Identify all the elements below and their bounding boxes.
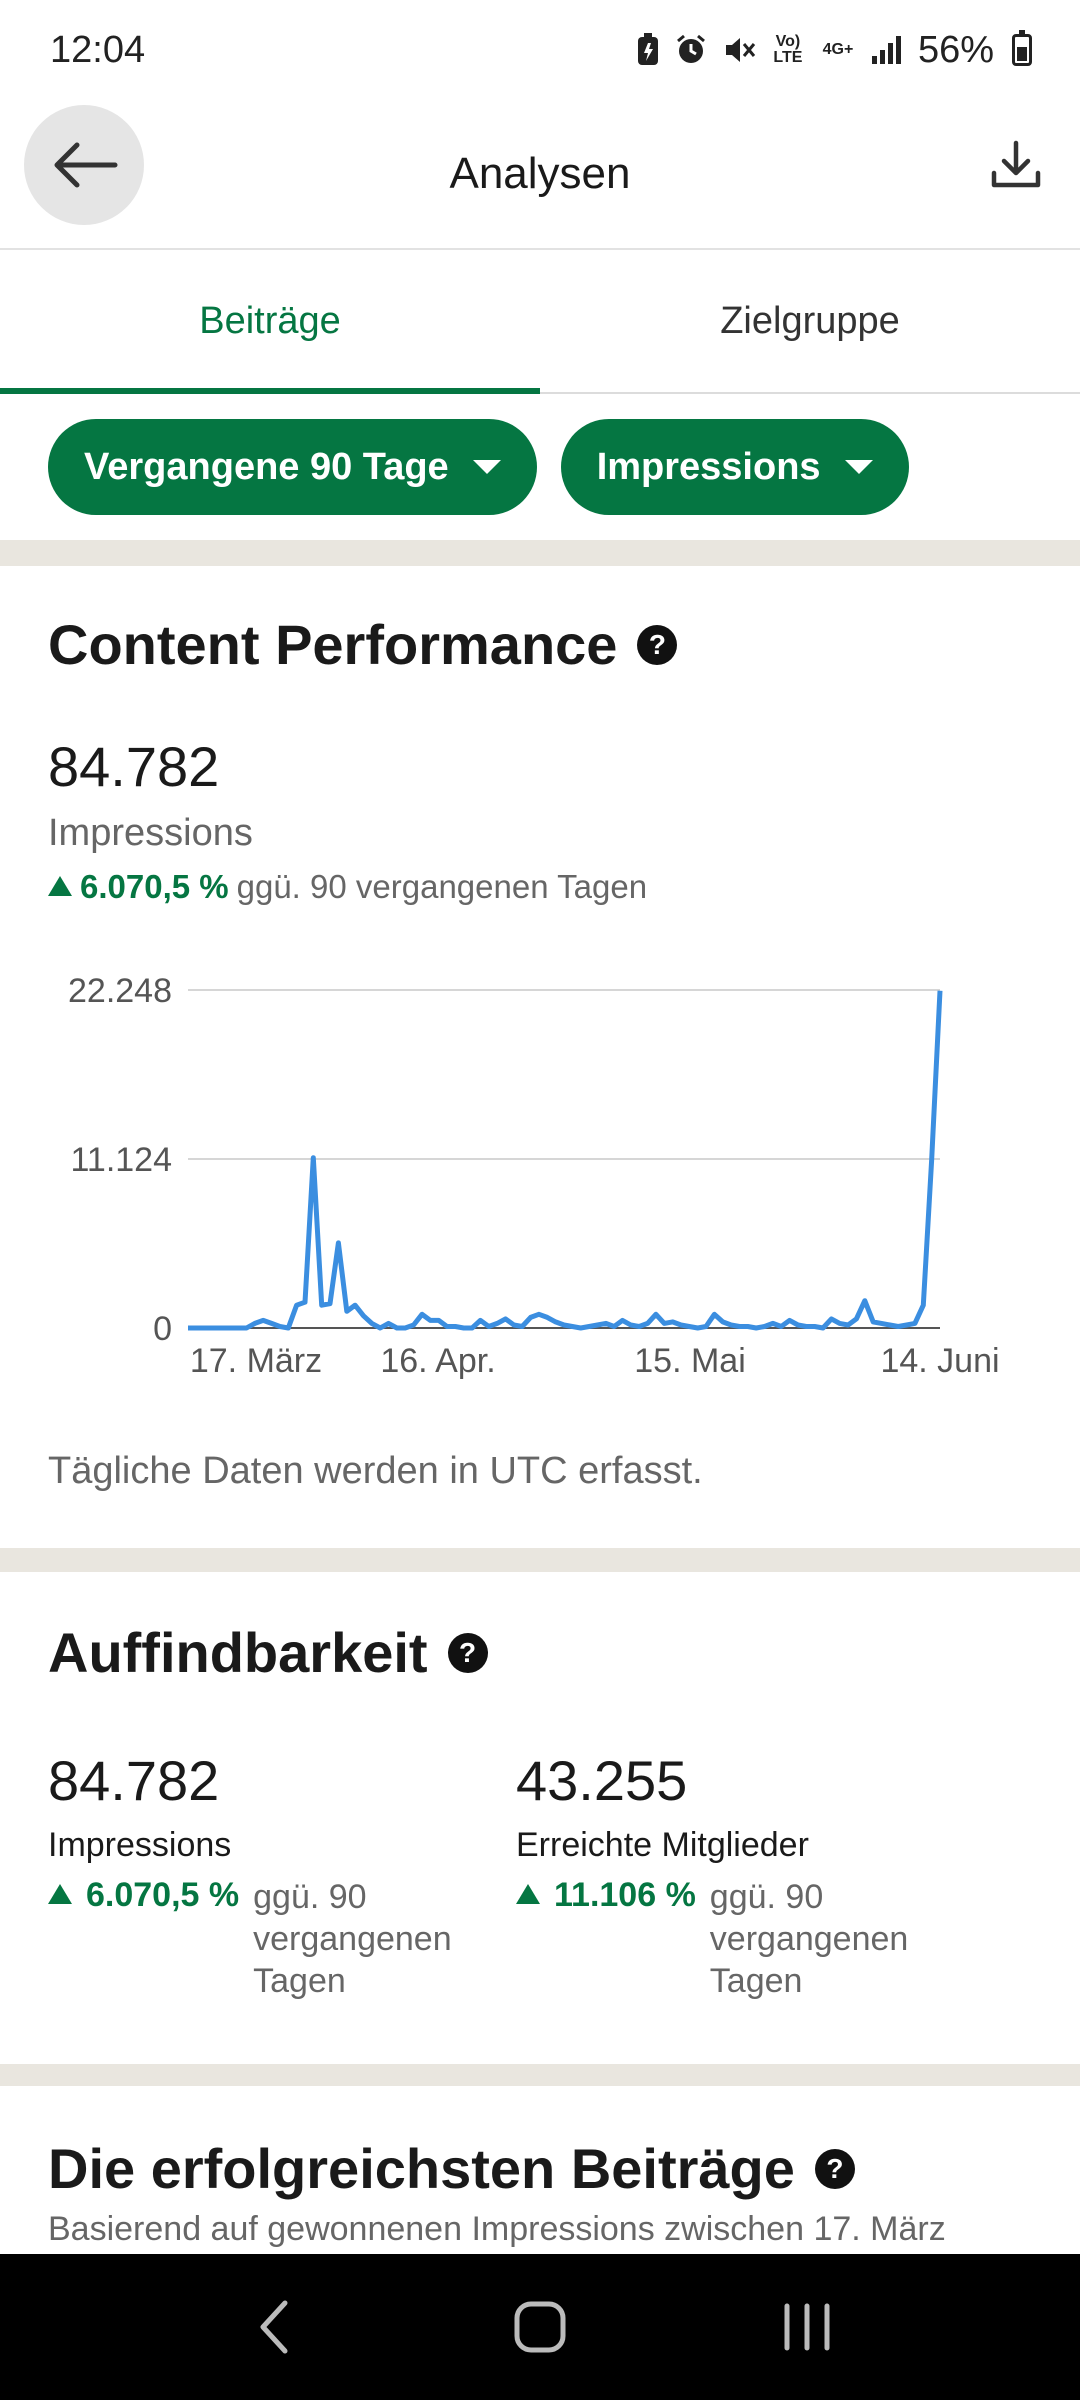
metric-filter-button[interactable]: Impressions: [560, 419, 909, 515]
trend-up-icon: [516, 1884, 540, 1904]
system-nav-bar: [0, 2254, 1080, 2400]
auffindbarkeit-heading: Auffindbarkeit: [48, 1621, 428, 1684]
discovery-impressions-change: 6.070,5 % ggü. 90 vergangenen Tagen: [48, 1876, 463, 2002]
tab-bar: Beiträge Zielgruppe: [0, 250, 1080, 394]
app-header: Analysen: [0, 100, 1080, 250]
members-reached-label: Erreichte Mitglieder: [516, 1826, 809, 1864]
download-button[interactable]: [986, 135, 1046, 195]
impressions-change: 6.070,5 % ggü. 90 vergangenen Tagen: [48, 868, 647, 906]
section-divider: [0, 540, 1080, 566]
caret-down-icon: [472, 460, 501, 474]
alarm-icon: [676, 34, 705, 63]
discovery-impressions-label: Impressions: [48, 1826, 232, 1864]
filter-bar: Vergangene 90 Tage Impressions: [0, 394, 1080, 540]
change-text: ggü. 90 vergangenen Tagen: [253, 1878, 452, 2000]
status-icons: Vo) LTE 4G+ 56%: [636, 29, 1032, 72]
change-percent: 6.070,5 %: [86, 1876, 240, 1914]
battery-percent: 56%: [917, 28, 994, 71]
recents-nav-icon: [784, 2303, 830, 2351]
members-reached-change: 11.106 % ggü. 90 vergangenen Tagen: [516, 1876, 920, 2002]
help-icon[interactable]: ?: [637, 624, 678, 665]
change-percent: 6.070,5 %: [80, 868, 229, 905]
help-icon[interactable]: ?: [447, 1632, 488, 1673]
help-icon[interactable]: ?: [814, 2148, 855, 2189]
arrow-left-icon: [54, 142, 118, 188]
download-icon: [991, 140, 1041, 188]
utc-note: Tägliche Daten werden in UTC erfasst.: [48, 1450, 703, 1492]
trend-up-icon: [48, 876, 72, 896]
back-nav-icon: [260, 2300, 288, 2354]
section-divider: [0, 2064, 1080, 2086]
metric-filter-label: Impressions: [596, 445, 821, 488]
4g-icon: 4G+: [822, 41, 854, 58]
nav-recents-button[interactable]: [747, 2277, 867, 2377]
nav-home-button[interactable]: [480, 2277, 600, 2377]
mute-icon: [725, 38, 756, 62]
y-tick-label: 11.124: [71, 1141, 172, 1179]
signal-icon: [871, 36, 901, 64]
battery-saver-icon: [637, 33, 658, 65]
caret-down-icon: [844, 460, 873, 474]
members-reached-value: 43.255: [516, 1749, 688, 1812]
change-percent: 11.106 %: [554, 1876, 696, 1914]
battery-icon: [1012, 30, 1032, 66]
y-tick-label: 22.248: [68, 972, 172, 1010]
top-posts-subtitle: Basierend auf gewonnenen Impressions zwi…: [48, 2210, 946, 2248]
status-bar: 12:04 Vo) LTE 4G+ 56%: [0, 0, 1080, 100]
change-text: ggü. 90 vergangenen Tagen: [709, 1878, 909, 2000]
page-title: Analysen: [449, 149, 631, 198]
x-tick-label: 14. Juni: [880, 1342, 999, 1380]
top-posts-heading: Die erfolgreichsten Beiträge: [48, 2137, 795, 2200]
home-nav-icon: [514, 2301, 566, 2353]
period-filter-button[interactable]: Vergangene 90 Tage: [48, 419, 537, 515]
tab-zielgruppe[interactable]: Zielgruppe: [720, 299, 900, 342]
nav-back-button[interactable]: [213, 2277, 333, 2377]
tab-beitraege[interactable]: Beiträge: [0, 250, 540, 394]
y-tick-label: 0: [153, 1310, 172, 1348]
x-tick-label: 17. März: [190, 1342, 322, 1380]
section-divider: [0, 1548, 1080, 1572]
top-posts-title: Die erfolgreichsten Beiträge ?: [48, 2136, 855, 2201]
series-line: [188, 990, 943, 1331]
change-text: ggü. 90 vergangenen Tagen: [236, 868, 648, 905]
x-tick-label: 15. Mai: [634, 1342, 746, 1380]
volte-icon: Vo) LTE: [773, 33, 803, 66]
x-tick-label: 16. Apr.: [380, 1342, 495, 1380]
trend-up-icon: [48, 1884, 72, 1904]
auffindbarkeit-title: Auffindbarkeit ?: [48, 1620, 488, 1685]
status-time: 12:04: [50, 28, 146, 71]
discovery-impressions-value: 84.782: [48, 1749, 220, 1812]
impressions-total: 84.782: [48, 735, 220, 798]
impressions-chart: 0 11.124 22.248 17. März 16. Apr. 15. Mai 14. …: [68, 972, 1000, 1380]
impressions-label: Impressions: [48, 812, 253, 854]
period-filter-label: Vergangene 90 Tage: [84, 445, 449, 488]
back-button[interactable]: [24, 105, 144, 225]
content-performance-heading: Content Performance: [48, 613, 618, 676]
content-performance-title: Content Performance ?: [48, 612, 678, 677]
